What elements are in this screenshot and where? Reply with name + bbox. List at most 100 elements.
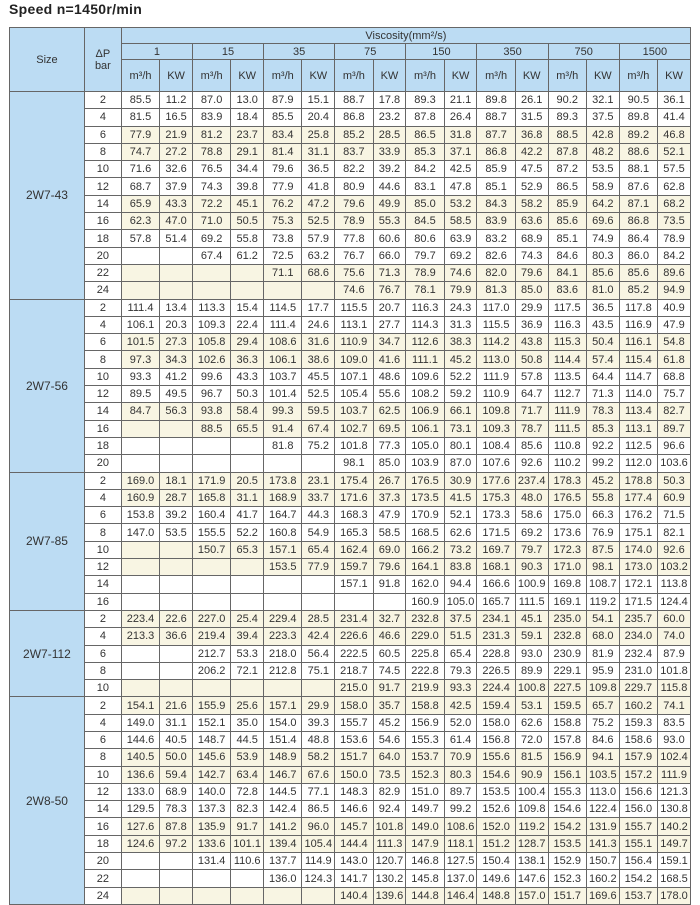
power-cell: 79.6 [514,263,549,283]
power-cell: 65.7 [585,696,620,715]
delta-p-cell: 12 [83,782,122,802]
power-cell: 159.1 [657,852,691,871]
delta-p-cell: 2 [83,696,122,715]
power-cell: 58.2 [514,194,549,214]
power-cell: 79.7 [514,540,549,560]
flow-cell: 164.1 [405,558,445,577]
flow-cell: 175.0 [547,506,587,525]
power-cell: 93.0 [657,730,691,750]
flow-cell [120,679,161,698]
flow-cell: 171.5 [476,523,516,542]
flow-cell: 224.4 [476,679,516,698]
delta-p-cell: 8 [83,350,122,369]
power-cell: 41.6 [372,350,407,369]
table-row: 4 213.3 36.6 219.4 39.4 223.3 42.4 226.6 46.6 229… [10,627,691,646]
flow-cell: 149.0 [120,713,161,732]
flow-cell: 116.1 [618,333,659,352]
power-cell: 28.5 [301,609,336,629]
power-cell: 66.1 [443,402,478,421]
flow-cell: 232.4 [618,644,659,663]
flow-cell: 98.1 [334,454,374,473]
power-cell: 55.3 [372,212,407,231]
flow-cell: 153.5 [476,782,516,802]
power-cell: 26.1 [514,90,549,110]
delta-p-cell: 8 [83,523,122,542]
power-cell: 80.1 [443,436,478,456]
flow-cell: 82.6 [476,246,516,265]
power-cell: 140.2 [657,817,691,836]
flow-cell: 165.8 [191,488,232,508]
power-cell [159,852,193,871]
power-cell: 157.0 [514,886,549,905]
power-cell: 65.4 [443,644,478,663]
power-cell: 85.0 [514,281,549,300]
flow-cell: 111.9 [547,402,587,421]
power-cell: 47.5 [514,160,549,179]
power-cell: 26.4 [443,108,478,127]
power-cell: 64.7 [514,385,549,404]
delta-p-cell: 8 [83,142,122,162]
power-cell: 111.3 [372,834,407,854]
power-cell: 68.6 [301,263,336,283]
power-cell: 25.4 [230,609,265,629]
power-cell: 31.6 [301,333,336,352]
flow-cell: 106.1 [405,419,445,438]
flow-cell: 151.0 [405,782,445,802]
power-unit-header: KW [657,59,691,92]
flow-cell: 148.7 [191,730,232,750]
power-cell: 44.6 [372,177,407,196]
flow-cell: 160.9 [405,592,445,611]
power-cell: 64.4 [585,367,620,387]
flow-cell: 135.9 [191,817,232,836]
flow-cell: 225.8 [405,644,445,663]
flow-cell: 83.6 [547,281,587,300]
power-cell: 124.3 [301,869,336,888]
flow-cell: 146.6 [334,800,374,819]
table-row: 14 84.7 56.3 93.8 58.4 99.3 59.5 103.7 62.5 106.9… [10,402,691,421]
power-cell: 82.1 [657,523,691,542]
power-cell: 27.2 [159,142,193,162]
power-cell [159,558,193,577]
flow-cell: 152.6 [476,800,516,819]
power-cell: 11.2 [159,90,193,110]
flow-cell: 87.7 [476,125,516,144]
power-cell: 38.3 [443,333,478,352]
flow-cell: 84.3 [476,194,516,214]
flow-cell: 87.8 [547,142,587,162]
power-cell: 65.3 [230,540,265,560]
flow-cell: 160.2 [618,696,659,715]
flow-cell: 149.0 [405,817,445,836]
flow-cell: 87.0 [191,90,232,110]
power-cell: 52.1 [443,506,478,525]
power-cell: 56.4 [301,644,336,663]
flow-cell: 124.6 [120,834,161,854]
flow-cell: 109.8 [476,402,516,421]
power-cell: 92.6 [657,540,691,560]
power-cell: 55.6 [372,385,407,404]
table-row: 14 157.1 91.8 162.0 94.4 166.6 100.9 169.8 108.7… [10,575,691,594]
flow-cell: 160.4 [191,506,232,525]
flow-cell: 86.0 [618,246,659,265]
power-cell: 75.7 [657,385,691,404]
power-cell [372,592,407,611]
power-cell: 63.4 [230,765,265,784]
flow-cell: 227.0 [191,609,232,629]
flow-cell: 74.3 [191,177,232,196]
power-cell: 24.6 [301,315,336,335]
flow-cell: 71.1 [263,263,303,283]
table-row: 4 106.1 20.3 109.3 22.4 111.4 24.6 113.1 27.7 114… [10,315,691,335]
power-cell: 27.7 [372,315,407,335]
table-row: 24 140.4 139.6 144.8 146.4 148.8 157.0 151.7 169… [10,886,691,905]
flow-cell: 173.6 [547,523,587,542]
power-cell: 128.7 [514,834,549,854]
flow-cell: 162.4 [334,540,374,560]
power-cell: 43.5 [585,315,620,335]
flow-cell: 157.2 [618,765,659,784]
flow-cell: 158.0 [476,713,516,732]
flow-cell: 153.7 [618,886,659,905]
flow-cell [120,419,161,438]
flow-cell: 99.3 [263,402,303,421]
power-cell: 93.0 [514,644,549,663]
power-cell: 114.9 [301,852,336,871]
flow-cell: 106.1 [120,315,161,335]
